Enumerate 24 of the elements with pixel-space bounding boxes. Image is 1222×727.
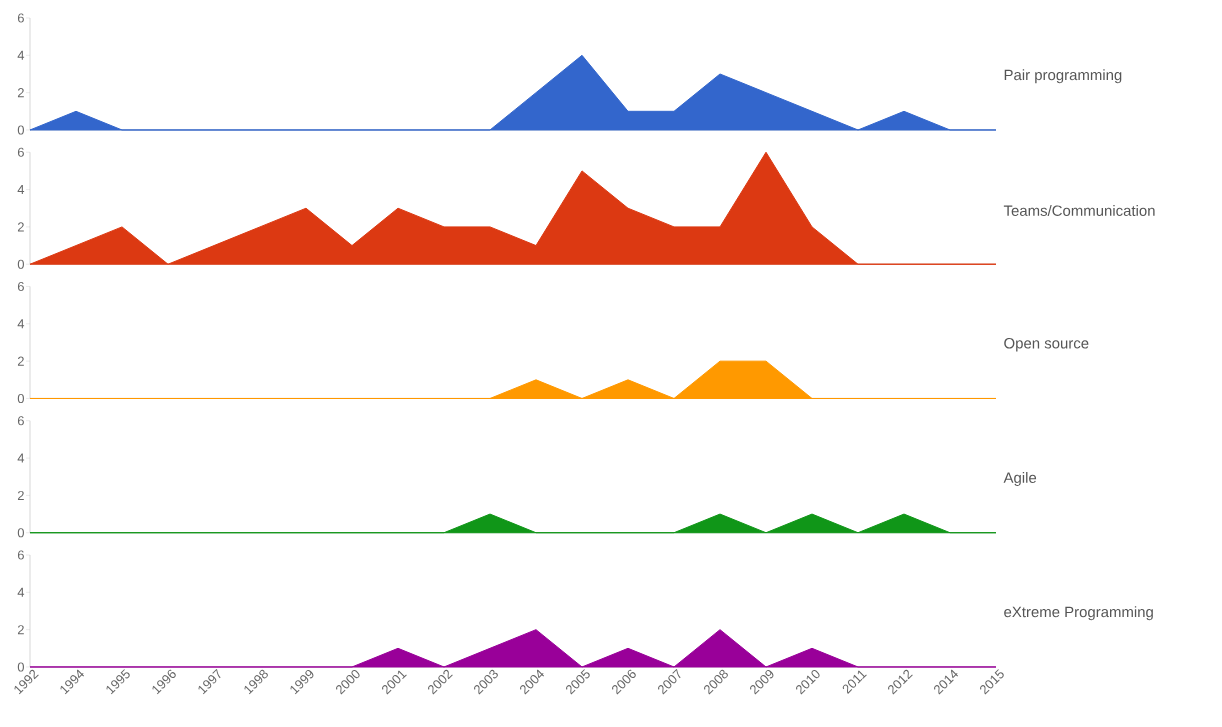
text: eXtreme Programming	[1004, 606, 1153, 621]
text: Agile	[1003, 472, 1037, 486]
y-tick-label: 2	[17, 222, 24, 232]
y-tick-label: 2	[17, 88, 24, 98]
y-tick-label: 0	[17, 259, 24, 269]
y-tick-label: 4	[17, 587, 25, 597]
y-tick-label: 2	[17, 625, 24, 635]
y-tick-label: 6	[17, 147, 24, 157]
y-tick-label: 6	[17, 416, 24, 426]
y-tick-label: 2	[17, 490, 24, 500]
text: Open source	[1004, 337, 1089, 352]
y-tick-label: 4	[17, 185, 25, 195]
y-tick-label: 6	[17, 13, 24, 23]
y-tick-label: 4	[17, 319, 25, 329]
y-tick-label: 0	[17, 528, 24, 538]
y-tick-label: 6	[17, 550, 24, 560]
y-tick-label: 0	[17, 393, 24, 404]
text: Teams/Communication	[1003, 204, 1155, 216]
y-tick-label: 6	[17, 281, 24, 292]
y-tick-label: 0	[17, 125, 24, 135]
y-tick-label: 4	[17, 453, 25, 463]
y-tick-label: 4	[17, 50, 25, 60]
y-tick-label: 2	[17, 356, 24, 366]
text: Pair programming	[1004, 69, 1122, 84]
